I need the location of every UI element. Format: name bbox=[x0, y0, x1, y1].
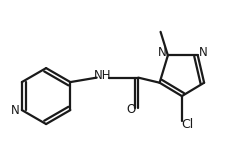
Text: O: O bbox=[127, 103, 136, 116]
Text: N: N bbox=[158, 46, 166, 59]
Text: NH: NH bbox=[94, 69, 111, 82]
Text: N: N bbox=[199, 46, 208, 59]
Text: N: N bbox=[10, 104, 19, 117]
Text: Cl: Cl bbox=[182, 118, 194, 131]
